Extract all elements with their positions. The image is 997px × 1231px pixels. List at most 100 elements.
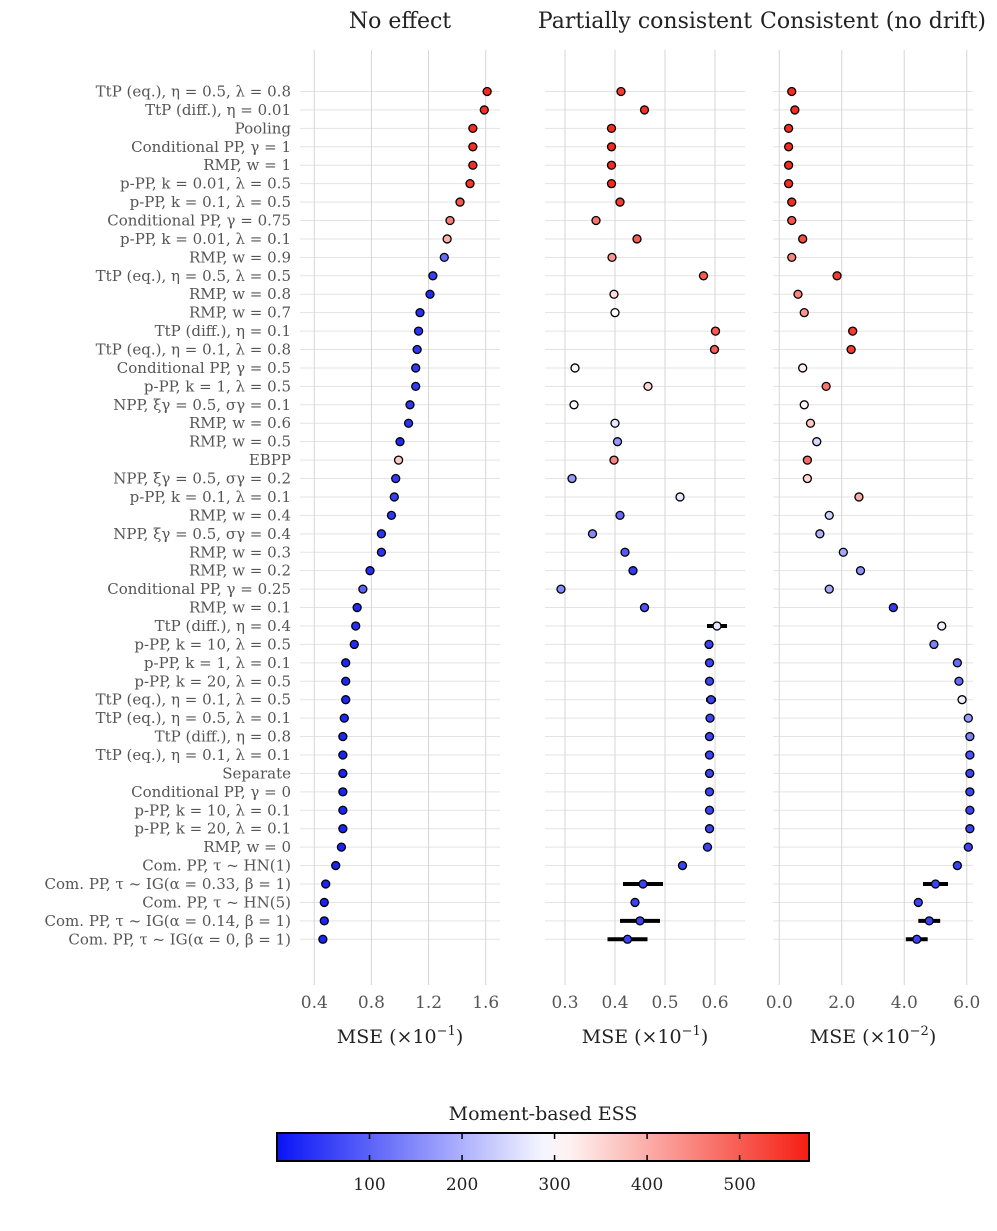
data-point bbox=[591, 215, 601, 226]
data-point bbox=[411, 363, 421, 373]
panel-2: Partially consistent 0.3 0.4 0.5 0.6 MSE (×10… bbox=[538, 9, 752, 1048]
row-label: RMP, w = 0 bbox=[203, 838, 291, 856]
data-point bbox=[319, 916, 329, 926]
data-point bbox=[965, 768, 975, 779]
data-point bbox=[341, 695, 351, 705]
data-point bbox=[815, 529, 825, 539]
row-label: RMP, w = 0.6 bbox=[189, 414, 291, 432]
data-point bbox=[930, 879, 941, 889]
data-point bbox=[349, 639, 359, 650]
data-point bbox=[677, 860, 688, 871]
row-label: RMP, w = 0.1 bbox=[189, 599, 291, 617]
data-point bbox=[338, 750, 348, 760]
row-label: TtP (eq.), η = 0.5, λ = 0.8 bbox=[96, 83, 291, 101]
row-label: RMP, w = 0.8 bbox=[189, 285, 291, 303]
data-point bbox=[846, 344, 856, 355]
row-label: p-PP, k = 0.01, λ = 0.5 bbox=[120, 175, 291, 193]
data-point bbox=[924, 916, 934, 926]
colorbar-tick-label: 300 bbox=[538, 1175, 570, 1195]
data-point bbox=[338, 787, 348, 797]
data-point bbox=[620, 547, 630, 557]
data-point bbox=[783, 178, 794, 189]
data-point bbox=[632, 234, 642, 244]
data-point bbox=[331, 860, 341, 871]
data-point bbox=[710, 326, 721, 336]
data-point bbox=[482, 86, 492, 97]
x-tick-label: 0.0 bbox=[766, 993, 793, 1013]
data-point bbox=[854, 492, 864, 502]
data-point bbox=[704, 805, 715, 815]
data-point bbox=[783, 160, 794, 170]
data-point bbox=[838, 547, 848, 557]
row-label: RMP, w = 0.4 bbox=[189, 506, 291, 524]
x-tick-label: 0.8 bbox=[358, 993, 385, 1013]
colorbar-tick-label: 500 bbox=[723, 1175, 755, 1195]
row-label: RMP, w = 0.5 bbox=[189, 433, 291, 451]
data-point bbox=[622, 934, 633, 944]
x-tick-label: 6.0 bbox=[953, 993, 980, 1013]
data-point bbox=[888, 602, 898, 613]
row-label: Conditional PP, γ = 0.5 bbox=[117, 359, 291, 377]
data-point bbox=[389, 492, 399, 502]
data-point bbox=[411, 381, 421, 392]
row-label: Com. PP, τ ~ HN(5) bbox=[142, 893, 291, 911]
colorbar-gradient bbox=[276, 1132, 810, 1162]
data-point bbox=[338, 768, 348, 779]
data-point bbox=[395, 437, 405, 447]
data-point bbox=[610, 308, 620, 318]
data-point bbox=[569, 400, 579, 410]
data-point bbox=[615, 197, 625, 207]
data-point bbox=[465, 178, 475, 189]
row-label: Conditional PP, γ = 0 bbox=[131, 783, 291, 801]
row-label: TtP (diff.), η = 0.1 bbox=[155, 322, 291, 340]
data-point bbox=[556, 584, 566, 594]
data-point bbox=[468, 123, 478, 134]
data-point bbox=[318, 934, 328, 944]
row-label: TtP (eq.), η = 0.1, λ = 0.5 bbox=[96, 691, 291, 709]
data-point bbox=[798, 363, 808, 373]
row-label: RMP, w = 0.2 bbox=[189, 562, 291, 580]
row-label: TtP (diff.), η = 0.4 bbox=[155, 617, 291, 635]
data-point bbox=[616, 86, 626, 97]
data-point bbox=[609, 455, 619, 465]
colorbar: Moment-based ESS 100 200 300 400 500 bbox=[276, 1103, 810, 1195]
data-point bbox=[403, 418, 414, 428]
data-point bbox=[341, 676, 351, 686]
x-tick-label: 1.6 bbox=[472, 993, 499, 1013]
row-label: TtP (diff.), η = 0.01 bbox=[145, 101, 291, 119]
data-point bbox=[415, 308, 425, 318]
row-label: p-PP, k = 10, λ = 0.5 bbox=[134, 635, 291, 653]
data-point bbox=[479, 105, 489, 115]
x-tick-label: 0.6 bbox=[701, 993, 728, 1013]
row-label: p-PP, k = 0.1, λ = 0.5 bbox=[130, 193, 291, 211]
x-axis-label: MSE (×10−1) bbox=[582, 1024, 708, 1048]
row-label: Separate bbox=[222, 764, 291, 782]
row-label: Conditional PP, γ = 0.75 bbox=[107, 212, 291, 230]
data-point bbox=[321, 879, 331, 889]
row-label: p-PP, k = 1, λ = 0.1 bbox=[144, 654, 291, 672]
data-point bbox=[793, 289, 803, 299]
data-point bbox=[609, 289, 619, 299]
data-point bbox=[428, 271, 438, 281]
row-label: Com. PP, τ ~ IG(α = 0.14, β = 1) bbox=[45, 912, 291, 930]
data-point bbox=[675, 492, 685, 502]
data-point bbox=[799, 308, 809, 318]
data-point bbox=[965, 750, 975, 760]
data-point bbox=[567, 473, 577, 484]
data-point bbox=[824, 510, 834, 521]
data-point bbox=[607, 252, 617, 263]
x-tick-label: 4.0 bbox=[891, 993, 918, 1013]
x-tick-label: 0.5 bbox=[651, 993, 678, 1013]
data-point bbox=[824, 584, 834, 594]
data-point bbox=[639, 105, 650, 115]
panel-3: Consistent (no drift) 0.0 2.0 4.0 6.0 MSE (×1… bbox=[760, 9, 986, 1048]
row-label: p-PP, k = 10, λ = 0.1 bbox=[134, 801, 291, 819]
data-point bbox=[643, 381, 653, 392]
data-point bbox=[338, 731, 348, 742]
data-point bbox=[709, 344, 720, 355]
data-point bbox=[965, 787, 975, 797]
row-label: p-PP, k = 0.01, λ = 0.1 bbox=[120, 230, 291, 248]
data-point bbox=[787, 86, 797, 97]
panel-title: No effect bbox=[349, 9, 451, 34]
data-point bbox=[963, 842, 973, 852]
